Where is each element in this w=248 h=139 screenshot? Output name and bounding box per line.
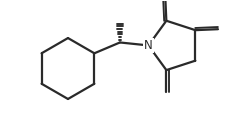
Text: N: N [144, 39, 153, 52]
